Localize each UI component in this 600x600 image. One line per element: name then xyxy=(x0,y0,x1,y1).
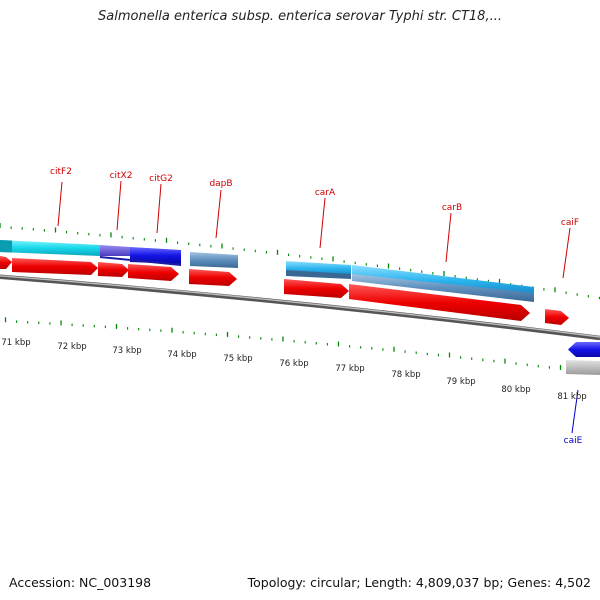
gene-label-carB[interactable]: carB xyxy=(442,203,462,213)
feature-block xyxy=(100,245,130,256)
kbp-label: 74 kbp xyxy=(167,350,196,360)
feature-block xyxy=(566,360,600,375)
gene-leader-lines xyxy=(57,180,579,434)
gene-label-caiE[interactable]: caiE xyxy=(564,436,583,446)
lower-tick-row xyxy=(4,317,595,374)
cds-arrow xyxy=(568,342,600,357)
kbp-label: 77 kbp xyxy=(335,364,364,374)
cds-arrow xyxy=(12,258,98,275)
kbp-label: 72 kbp xyxy=(57,342,86,352)
feature-block xyxy=(100,256,181,266)
gene-label-dapB[interactable]: dapB xyxy=(209,179,232,189)
gene-label-citX2[interactable]: citX2 xyxy=(110,171,133,181)
map-title: Salmonella enterica subsp. enterica sero… xyxy=(98,9,502,24)
kbp-label: 78 kbp xyxy=(391,370,420,380)
feature-band-outer xyxy=(0,240,600,375)
cds-arrow xyxy=(98,262,129,277)
kbp-label: 79 kbp xyxy=(446,377,475,387)
upper-tick-row xyxy=(0,223,600,300)
genome-backbone xyxy=(0,274,600,341)
cds-arrow xyxy=(284,279,349,298)
gene-label-carA[interactable]: carA xyxy=(315,188,336,198)
kbp-label: 76 kbp xyxy=(279,359,308,369)
cds-arrow xyxy=(0,256,12,269)
kbp-label: 80 kbp xyxy=(501,385,530,395)
feature-block xyxy=(130,247,181,264)
reverse-cds-track xyxy=(568,342,600,357)
gene-label-caiF[interactable]: caiF xyxy=(561,218,579,228)
gene-label-citG2[interactable]: citG2 xyxy=(149,174,173,184)
feature-block xyxy=(352,274,534,302)
genome-backbone-highlight xyxy=(0,275,600,338)
accession-text: Accession: NC_003198 xyxy=(9,575,152,590)
feature-block xyxy=(0,240,12,253)
cds-arrow xyxy=(189,269,237,286)
kbp-label: 73 kbp xyxy=(112,346,141,356)
cds-arrow xyxy=(128,264,179,281)
gene-labels: citF2 citX2 citG2 dapB carA carB caiF ca… xyxy=(50,167,583,446)
genome-summary-text: Topology: circular; Length: 4,809,037 bp… xyxy=(247,575,591,590)
kbp-label: 75 kbp xyxy=(223,354,252,364)
cds-arrow xyxy=(349,284,530,321)
gene-label-citF2[interactable]: citF2 xyxy=(50,167,72,177)
kbp-scale-labels: 71 kbp 72 kbp 73 kbp 74 kbp 75 kbp 76 kb… xyxy=(1,338,586,402)
feature-block xyxy=(190,252,238,268)
feature-block xyxy=(0,240,100,256)
kbp-label: 81 kbp xyxy=(557,392,586,402)
cds-arrow xyxy=(545,309,569,325)
feature-block xyxy=(286,270,351,279)
forward-cds-track xyxy=(0,256,569,325)
kbp-label: 71 kbp xyxy=(1,338,30,348)
